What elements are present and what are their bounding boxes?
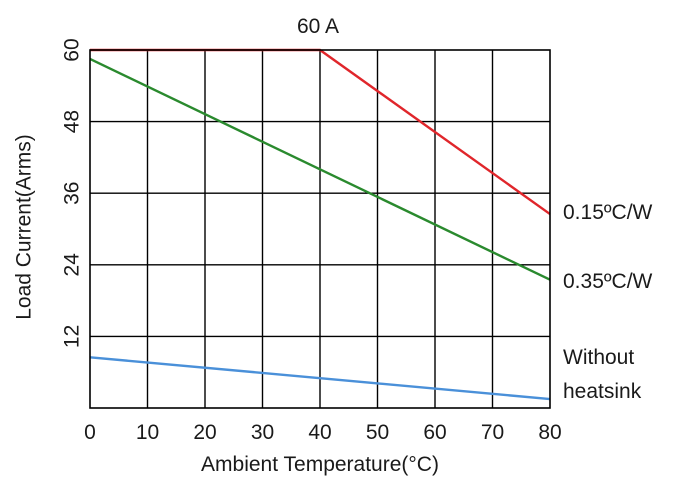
y-tick-label: 36 — [61, 182, 84, 205]
x-tick-label: 30 — [251, 421, 274, 444]
x-tick-label: 20 — [193, 421, 216, 444]
x-tick-label: 80 — [538, 421, 561, 444]
grid — [90, 50, 550, 408]
y-axis-ticks: 12 24 36 48 60 — [61, 38, 84, 348]
series-line-1 — [89, 57, 551, 281]
x-axis-title: Ambient Temperature(°C) — [201, 453, 439, 476]
x-tick-label: 40 — [308, 421, 331, 444]
series-labels: 0.15ºC/W 0.35ºC/W Without heatsink — [563, 201, 653, 403]
series-label-heatsink: heatsink — [563, 380, 642, 403]
chart-title: 60 A — [297, 15, 339, 38]
y-axis-title: Load Current(Arms) — [13, 134, 36, 320]
series-label-without: Without — [563, 346, 634, 369]
series-label-0-15: 0.15ºC/W — [563, 201, 653, 224]
x-tick-label: 0 — [84, 421, 96, 444]
plot-area-frame — [89, 49, 551, 409]
x-tick-label: 50 — [366, 421, 389, 444]
series-label-0-35: 0.35ºC/W — [563, 270, 653, 293]
y-tick-label: 60 — [61, 38, 84, 61]
x-tick-label: 70 — [481, 421, 504, 444]
series-line-2 — [89, 356, 551, 401]
y-tick-label: 24 — [61, 253, 84, 277]
x-axis-ticks: 0 10 20 30 40 50 60 70 80 — [84, 421, 562, 444]
x-tick-label: 60 — [423, 421, 446, 444]
y-tick-label: 48 — [61, 110, 84, 133]
x-tick-label: 10 — [136, 421, 159, 444]
y-tick-label: 12 — [61, 325, 84, 348]
